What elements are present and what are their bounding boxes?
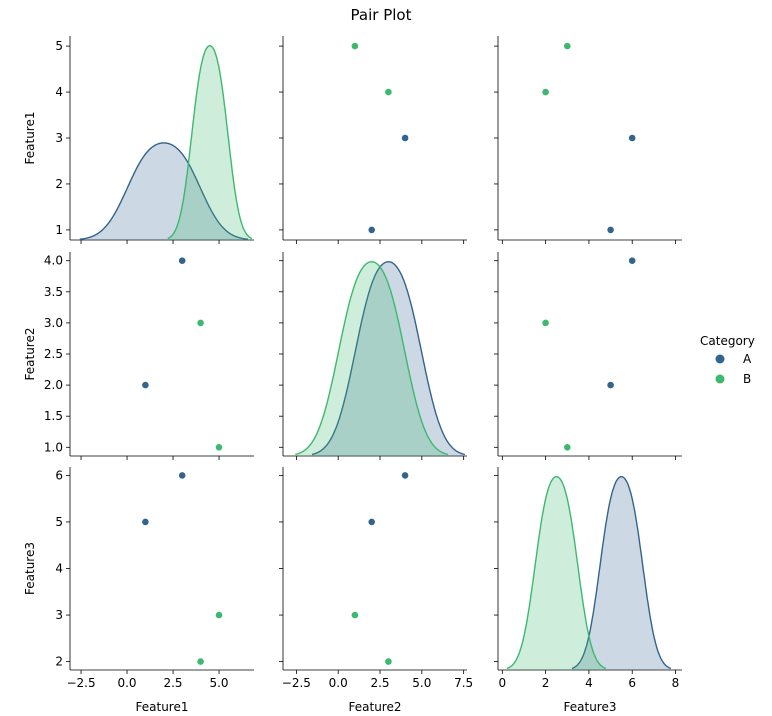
y-tick-label: 4.0 xyxy=(44,254,63,268)
legend-items: AB xyxy=(715,352,752,386)
scatter-point-b xyxy=(563,443,572,452)
y-tick-label: 3.0 xyxy=(44,316,63,330)
x-tick-label: 0.0 xyxy=(117,676,136,690)
legend-title: Category xyxy=(700,334,755,348)
panel-feature2-vs-feature1: 1.0 1.5 2.0 2.5 3.0 3.5 4.0 xyxy=(44,252,254,460)
kde-area-b xyxy=(295,261,449,456)
x-tick-label: 8 xyxy=(672,676,680,690)
scatter-point-b xyxy=(541,318,550,327)
x-tick-label: 5.0 xyxy=(412,676,431,690)
scatter-point-a xyxy=(178,471,187,480)
x-tick-label: 0 xyxy=(499,676,507,690)
y-tick-label: 5 xyxy=(55,515,63,529)
x-tick-label: −2.5 xyxy=(66,676,95,690)
kde-line-b xyxy=(295,260,449,456)
kde-area-b xyxy=(507,476,606,670)
kde-line-a xyxy=(571,476,672,670)
y-tick-label: 1.0 xyxy=(44,440,63,454)
panel-feature1-vs-feature2 xyxy=(279,36,467,244)
y-tick-label: 2.5 xyxy=(44,347,63,361)
panel-feature3-vs-feature3: 0 2 4 6 8 xyxy=(494,467,682,690)
legend-marker-a xyxy=(715,354,725,364)
x-axis-label-feature1: Feature1 xyxy=(136,700,189,714)
legend-marker-b xyxy=(715,374,725,384)
y-tick-label: 1.5 xyxy=(44,409,63,423)
kde-line-b xyxy=(167,44,253,240)
panel-feature3-vs-feature1: −2.5 0.0 2.5 5.0 2 3 4 5 6 xyxy=(55,467,254,690)
y-tick-label: 2 xyxy=(55,655,63,669)
legend-label-b: B xyxy=(743,372,751,386)
kde-area-a xyxy=(79,142,248,240)
y-tick-label: 4 xyxy=(55,85,63,99)
scatter-point-a xyxy=(141,381,150,389)
panel-feature2-vs-feature2 xyxy=(279,252,467,460)
y-tick-label: 3.5 xyxy=(44,285,63,299)
scatter-point-a xyxy=(141,518,150,526)
y-tick-label: 5 xyxy=(55,39,63,53)
kde-line-b xyxy=(506,476,607,670)
x-tick-label: 5.0 xyxy=(209,676,228,690)
scatter-point-b xyxy=(384,88,393,96)
scatter-point-a xyxy=(628,256,637,265)
y-tick-label: 2.0 xyxy=(44,378,63,392)
scatter-point-b xyxy=(215,443,223,452)
y-axis-label-feature1: Feature1 xyxy=(23,112,37,165)
scatter-point-a xyxy=(606,381,615,389)
chart-title: Pair Plot xyxy=(351,6,412,24)
x-tick-label: 7.5 xyxy=(454,676,473,690)
scatter-point-b xyxy=(384,657,393,666)
y-tick-label: 3 xyxy=(55,608,63,622)
y-tick-label: 6 xyxy=(55,468,63,482)
y-axis-label-feature2: Feature2 xyxy=(23,328,37,381)
y-axis-label-feature3: Feature3 xyxy=(23,542,37,595)
kde-area-a xyxy=(312,261,465,456)
x-tick-label: 2 xyxy=(542,676,550,690)
y-tick-label: 4 xyxy=(55,562,63,576)
scatter-point-a xyxy=(367,225,376,234)
panel-feature1-vs-feature3 xyxy=(494,36,682,244)
panel-feature2-vs-feature3 xyxy=(494,252,682,460)
scatter-point-b xyxy=(215,611,223,619)
y-tick-label: 3 xyxy=(55,131,63,145)
x-tick-label: 2.5 xyxy=(163,676,182,690)
scatter-point-b xyxy=(541,88,550,96)
x-tick-label: 2.5 xyxy=(370,676,389,690)
kde-line-a xyxy=(311,260,466,456)
x-tick-label: 4 xyxy=(585,676,593,690)
y-tick-label: 1 xyxy=(55,223,63,237)
kde-line-a xyxy=(79,142,248,240)
scatter-point-b xyxy=(563,42,572,50)
panels-grid: 1 2 3 4 5 1.0 1.5 2.0 2.5 3.0 3.5 4.0 −2.5 0.0 2.5 5.0 2… xyxy=(23,36,682,714)
legend: Category AB xyxy=(700,334,755,386)
panel-feature1-vs-feature1: 1 2 3 4 5 xyxy=(55,36,254,244)
kde-area-a xyxy=(572,476,671,670)
scatter-point-a xyxy=(628,134,637,142)
scatter-point-a xyxy=(606,225,615,234)
scatter-point-b xyxy=(350,611,359,619)
scatter-point-a xyxy=(401,471,409,480)
scatter-point-b xyxy=(350,42,359,50)
kde-area-b xyxy=(167,45,252,241)
legend-label-a: A xyxy=(743,352,752,366)
scatter-point-b xyxy=(196,318,205,327)
panel-feature3-vs-feature2: −2.5 0.0 2.5 5.0 7.5 xyxy=(279,467,473,690)
scatter-point-a xyxy=(401,134,409,142)
x-tick-label: 0.0 xyxy=(329,676,348,690)
scatter-point-b xyxy=(196,657,205,666)
x-tick-label: 6 xyxy=(628,676,636,690)
scatter-point-a xyxy=(367,518,376,526)
x-axis-label-feature2: Feature2 xyxy=(349,700,402,714)
x-tick-label: −2.5 xyxy=(282,676,311,690)
y-tick-label: 2 xyxy=(55,177,63,191)
x-axis-label-feature3: Feature3 xyxy=(564,700,617,714)
scatter-point-a xyxy=(178,256,187,265)
